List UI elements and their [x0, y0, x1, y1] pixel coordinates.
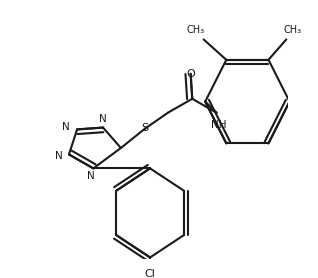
Text: Cl: Cl	[145, 269, 156, 278]
Text: NH: NH	[211, 120, 227, 130]
Text: N: N	[99, 114, 107, 124]
Text: N: N	[62, 122, 70, 131]
Text: CH₃: CH₃	[186, 25, 204, 35]
Text: O: O	[186, 69, 195, 79]
Text: S: S	[142, 123, 149, 133]
Text: CH₃: CH₃	[284, 25, 302, 35]
Text: N: N	[55, 151, 62, 161]
Text: N: N	[87, 171, 95, 181]
